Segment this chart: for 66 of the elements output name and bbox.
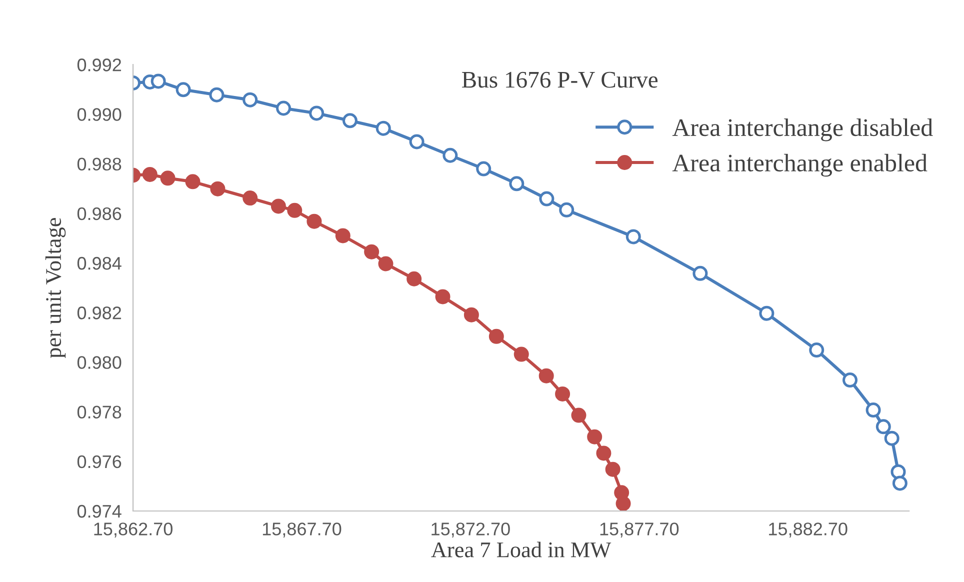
legend-label: Area interchange disabled [672,118,933,142]
point [406,271,422,286]
x-axis-title: Area 7 Load in MW [431,542,612,558]
point [160,170,176,186]
point [150,74,166,89]
point [626,229,641,244]
point [287,202,302,218]
y-tick-label: 0.988 [77,158,122,171]
point [587,429,602,444]
point [335,228,350,244]
point [142,166,158,182]
point [435,289,450,304]
point [376,120,391,136]
y-tick-label: 0.986 [77,207,122,220]
point [509,176,524,192]
point [555,386,570,402]
y-tick-label: 0.990 [77,108,122,121]
y-tick-label: 0.984 [77,256,122,270]
point [242,190,258,206]
point [306,214,322,229]
point [242,92,258,108]
point [842,372,858,388]
x-tick-label: 15,862.70 [94,522,172,538]
point [809,342,824,358]
y-tick-label: 0.976 [77,455,122,468]
y-tick-label: 0.974 [77,504,122,518]
chart-title: Bus 1676 P-V Curve [462,72,658,88]
point [538,368,554,384]
y-tick-label: 0.982 [77,306,122,320]
point [442,148,458,163]
point [476,161,492,176]
point [876,419,891,434]
point [378,256,394,272]
y-tick-label: 0.980 [77,356,122,369]
point [210,181,226,196]
point [176,82,191,98]
point [409,134,424,150]
point [464,307,479,322]
point [596,446,612,461]
y-axis-title: per unit Voltage [45,218,66,358]
point [759,306,774,321]
point [270,198,286,214]
point [571,408,586,423]
point [866,402,881,418]
x-tick-label: 15,877.70 [600,522,679,538]
point [559,202,574,218]
x-tick-label: 15,867.70 [262,522,342,538]
point [185,174,200,190]
point [309,106,324,121]
point [884,430,900,446]
point [616,496,631,511]
point [342,113,358,128]
point [209,87,224,102]
point [364,244,380,260]
legend-label: Area interchange enabled [672,154,928,177]
point [514,346,529,362]
point [692,266,708,281]
point [605,462,620,477]
y-tick-label: 0.978 [77,406,122,419]
y-tick-label: 0.992 [77,58,122,72]
point [892,476,908,491]
x-tick-label: 15,882.70 [769,522,848,538]
point [488,328,504,344]
point [539,191,554,206]
x-tick-label: 15,872.70 [432,522,510,538]
point [276,100,292,116]
